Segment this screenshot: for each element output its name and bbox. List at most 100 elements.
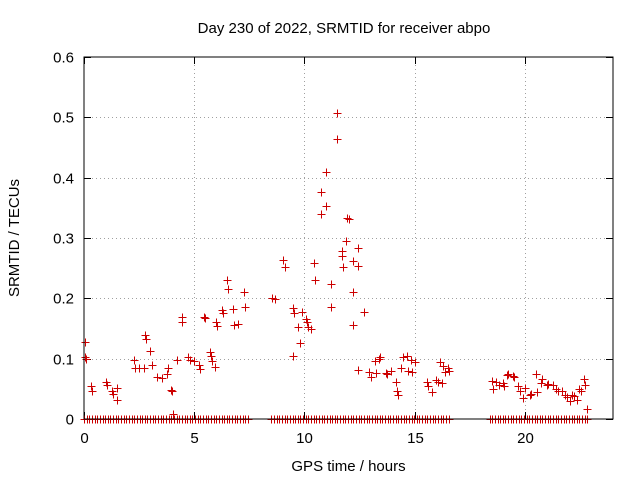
data-point: [342, 237, 351, 246]
data-point: [577, 387, 586, 396]
data-point: [213, 322, 222, 331]
grid-lines: [84, 57, 613, 419]
data-point: [167, 386, 176, 395]
data-point: [142, 335, 151, 344]
data-point: [333, 109, 342, 118]
data-point: [208, 357, 217, 366]
data-point: [212, 318, 221, 327]
data-point: [566, 397, 575, 406]
data-point: [240, 288, 249, 297]
data-point: [130, 356, 139, 365]
data-point: [81, 353, 90, 362]
data-point: [290, 309, 299, 318]
data-point: [349, 257, 358, 266]
data-point: [206, 348, 215, 357]
y-tick-labels: 0 0.1 0.2 0.3 0.4 0.5 0.6: [53, 50, 74, 429]
data-point: [241, 303, 250, 312]
data-point: [327, 303, 336, 312]
data-point: [428, 388, 437, 397]
data-point: [408, 368, 417, 377]
data-point: [439, 362, 448, 371]
data-point: [503, 371, 512, 380]
y-tick-label: 0.3: [53, 231, 74, 248]
data-point: [109, 390, 118, 399]
y-tick-label: 0.4: [53, 171, 74, 188]
data-point: [338, 252, 347, 261]
y-tick-label: 0.5: [53, 110, 74, 127]
data-point: [81, 338, 90, 347]
data-point: [339, 263, 348, 272]
data-point: [333, 135, 342, 144]
data-point: [527, 390, 536, 399]
data-point: [289, 352, 298, 361]
data-point: [173, 356, 182, 365]
data-point: [186, 356, 195, 365]
data-point: [146, 347, 155, 356]
data-point: [296, 339, 305, 348]
data-point: [322, 202, 331, 211]
data-point: [432, 376, 441, 385]
data-point: [533, 388, 542, 397]
data-point: [365, 368, 374, 377]
plot-frame: [83, 56, 614, 420]
data-point: [140, 364, 149, 373]
y-axis-title: SRMTID / TECUs: [6, 179, 23, 297]
x-tick-labels: 0 5 10 15 20: [80, 430, 534, 447]
data-point: [495, 381, 504, 390]
data-point: [354, 366, 363, 375]
x-tick-label: 10: [296, 430, 313, 447]
data-point: [423, 378, 432, 387]
data-point: [387, 367, 396, 376]
data-point: [195, 361, 204, 370]
data-point: [360, 308, 369, 317]
data-point: [367, 373, 376, 382]
data-point: [509, 372, 518, 381]
data-point: [310, 259, 319, 268]
data-point: [411, 358, 420, 367]
data-point: [317, 188, 326, 197]
data-point: [521, 384, 530, 393]
x-tick-label: 5: [190, 430, 198, 447]
data-point: [516, 387, 525, 396]
data-point: [163, 370, 172, 379]
data-point: [407, 356, 416, 365]
data-point: [148, 361, 157, 370]
data-point: [392, 378, 401, 387]
data-point: [510, 373, 519, 382]
data-point: [354, 262, 363, 271]
data-point: [169, 410, 178, 419]
data-point: [87, 382, 96, 391]
data-point: [219, 309, 228, 318]
data-point: [349, 288, 358, 297]
y-tick-label: 0: [66, 412, 74, 429]
data-point: [376, 353, 385, 362]
data-point: [375, 355, 384, 364]
data-point: [317, 210, 326, 219]
x-axis-title: GPS time / hours: [291, 458, 405, 475]
data-point: [294, 323, 303, 332]
data-point: [168, 387, 177, 396]
data-point: [345, 215, 354, 224]
data-point: [552, 385, 561, 394]
data-point: [158, 374, 167, 383]
data-point: [404, 367, 413, 376]
data-point: [322, 168, 331, 177]
data-point: [514, 382, 523, 391]
data-point: [281, 263, 290, 272]
data-point: [311, 276, 320, 285]
data-point: [526, 391, 535, 400]
data-points: [80, 109, 592, 424]
x-tick-label: 0: [80, 430, 88, 447]
data-point: [532, 370, 541, 379]
data-point: [279, 256, 288, 265]
y-tick-label: 0.6: [53, 50, 74, 67]
data-point: [544, 380, 553, 389]
data-point: [504, 370, 513, 379]
data-point: [403, 352, 412, 361]
x-tick-label: 20: [517, 430, 534, 447]
data-point: [223, 276, 232, 285]
data-point: [234, 320, 243, 329]
data-point: [371, 357, 380, 366]
data-point: [303, 318, 312, 327]
data-point: [372, 369, 381, 378]
